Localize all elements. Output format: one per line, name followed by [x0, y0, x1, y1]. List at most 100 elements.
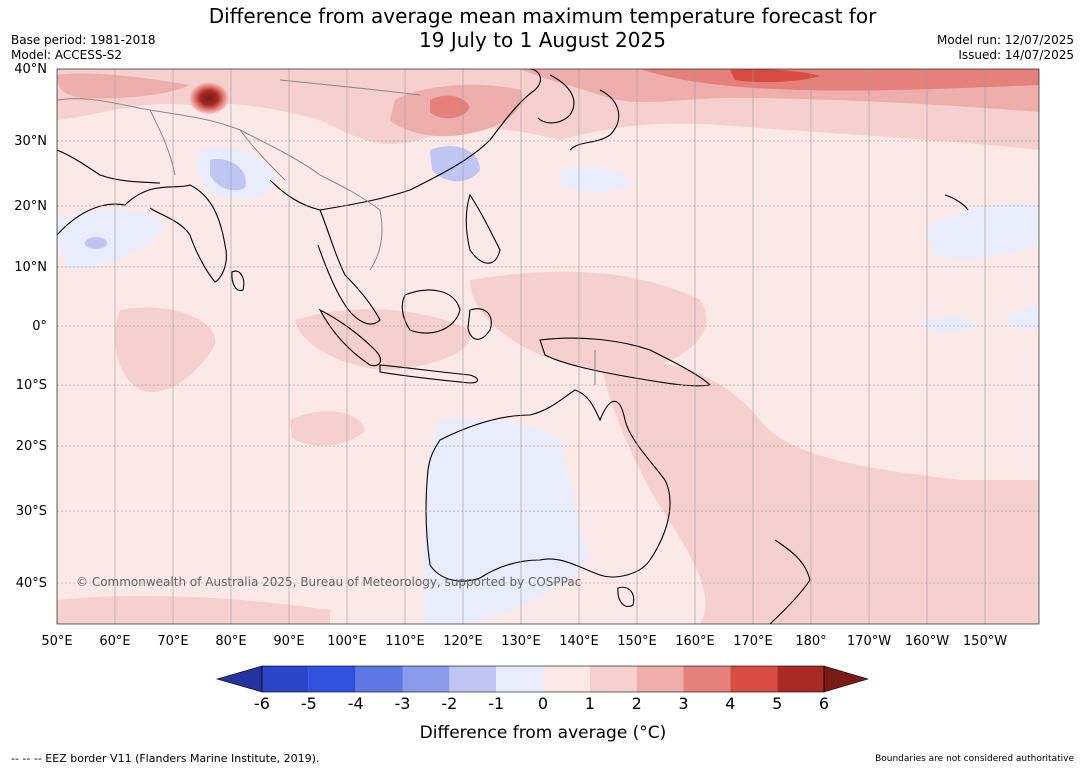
colorbar-segment — [449, 666, 497, 692]
colorbar-segment — [543, 666, 590, 692]
border-indochina — [319, 174, 383, 271]
longitude-label: 180° — [795, 634, 826, 649]
coast-philippines — [465, 193, 501, 264]
cool-patch-east-pacific — [1005, 306, 1039, 330]
colorbar-tick-label: -4 — [348, 694, 364, 713]
coast-malay-peninsula — [269, 179, 381, 325]
cool-patch-hawaii — [925, 203, 1039, 260]
border-himalaya — [239, 129, 286, 181]
colorbar-segment — [636, 666, 684, 692]
issued-date: Issued: 14/07/2025 — [958, 48, 1074, 62]
boundaries-disclaimer: Boundaries are not considered authoritat… — [875, 754, 1074, 764]
longitude-label: 60°E — [99, 634, 130, 649]
warm-core-china — [430, 95, 470, 119]
warm-patch-sumatra — [295, 309, 472, 370]
colorbar-segment — [730, 666, 778, 692]
model-run: Model run: 12/07/2025 — [936, 33, 1074, 47]
latitude-label: 30°S — [16, 504, 47, 519]
latitude-label: 10°S — [16, 378, 47, 393]
colorbar-segment — [589, 666, 637, 692]
coast-china — [319, 69, 541, 211]
border-mongolia — [279, 79, 421, 96]
warm-patch-coral-sea — [600, 359, 1039, 624]
longitude-label: 120°E — [443, 634, 483, 649]
title-line-1: Difference from average mean maximum tem… — [208, 4, 877, 28]
colorbar-segment — [355, 666, 403, 692]
colorbar-tick-label: -2 — [441, 694, 457, 713]
meta-right: Model run: 12/07/2025 Issued: 14/07/2025 — [937, 33, 1074, 63]
warm-patch-maritime — [470, 271, 707, 372]
warm-band-southern-ocean — [57, 595, 330, 624]
coast-sulawesi — [467, 308, 492, 340]
coast-java — [379, 364, 479, 384]
cool-patch-philippine-sea — [560, 165, 630, 193]
latitude-label: 20°S — [16, 439, 47, 454]
border-central-asia — [57, 98, 321, 176]
model-name: Model: ACCESS-S2 — [11, 48, 123, 62]
eez-legend: -- -- -- EEZ border V11 (Flanders Marine… — [11, 752, 320, 765]
colorbar-extend-high — [823, 665, 870, 693]
coast-sri-lanka — [231, 270, 245, 292]
copyright-notice: © Commonwealth of Australia 2025, Bureau… — [76, 575, 581, 589]
colorbar-tick-label: -3 — [395, 694, 411, 713]
colorbar-tick-label: 5 — [772, 694, 782, 713]
anomaly-fields — [57, 69, 1039, 624]
border-pakistan — [149, 109, 176, 176]
latitude-label: 40°S — [16, 576, 47, 591]
latitude-labels: 40°N 30°N 20°N 10°N 0° 10°S 20°S 30°S 40°S — [14, 62, 47, 591]
colorbar-segment — [496, 666, 543, 692]
base-period: Base period: 1981-2018 — [11, 33, 156, 47]
map-panel: © Commonwealth of Australia 2025, Bureau… — [57, 69, 1039, 624]
longitude-label: 110°E — [385, 634, 425, 649]
cool-patch-arabian-sea — [57, 209, 165, 270]
coast-borneo — [401, 289, 461, 334]
longitude-label: 160°E — [675, 634, 715, 649]
map-frame — [56, 68, 1040, 625]
colorbar-segment — [402, 666, 450, 692]
political-borders — [57, 79, 596, 385]
warm-spot-pacific — [730, 69, 820, 83]
colorbar-extend-low — [215, 665, 263, 693]
cool-core-arabian-sea — [85, 237, 107, 249]
latitude-label: 20°N — [14, 199, 47, 214]
longitude-label: 70°E — [157, 634, 188, 649]
coast-sumatra — [318, 308, 381, 367]
colorbar-title: Difference from average (°C) — [420, 723, 667, 743]
warm-patch-central-asia — [57, 73, 190, 99]
colorbar-tick-label: 3 — [678, 694, 688, 713]
longitude-label: 90°E — [273, 634, 304, 649]
colorbar-tick-label: 0 — [538, 694, 548, 713]
longitude-label: 130°E — [501, 634, 541, 649]
coast-australia — [425, 389, 671, 582]
longitude-label: 160°W — [905, 634, 949, 649]
latitude-label: 0° — [32, 319, 47, 334]
latitude-label: 30°N — [14, 134, 47, 149]
warm-patch-indian-ocean — [115, 307, 216, 392]
cool-patch-central-pacific — [920, 317, 975, 333]
colorbar-tick-label: 4 — [725, 694, 735, 713]
colorbar-tick-label: -6 — [254, 694, 270, 713]
coast-korea — [537, 74, 575, 124]
colorbar-segment — [777, 666, 824, 692]
colorbar-tick-label: 1 — [585, 694, 595, 713]
colorbar-frame — [261, 665, 825, 693]
longitude-label: 140°E — [559, 634, 599, 649]
warm-patch-se-pacific — [990, 560, 1039, 624]
colorbar-tick-label: -5 — [301, 694, 317, 713]
latitude-label: 40°N — [14, 62, 47, 77]
colorbar-ticks: -6 -5 -4 -3 -2 -1 0 1 2 3 4 5 6 — [254, 694, 829, 713]
longitude-label: 170°E — [733, 634, 773, 649]
latitude-label: 10°N — [14, 260, 47, 275]
colorbar — [215, 665, 870, 693]
meta-left: Base period: 1981-2018 Model: ACCESS-S2 — [11, 33, 156, 63]
colorbar-segment — [262, 666, 309, 692]
colorbar-tick-label: 2 — [632, 694, 642, 713]
colorbar-segment — [683, 666, 731, 692]
coast-india-arabia — [57, 184, 227, 283]
hot-spot-himalaya — [189, 82, 229, 114]
cool-core-india — [210, 159, 246, 191]
coast-japan — [569, 89, 620, 151]
longitude-label: 80°E — [215, 634, 246, 649]
longitude-label: 100°E — [327, 634, 367, 649]
